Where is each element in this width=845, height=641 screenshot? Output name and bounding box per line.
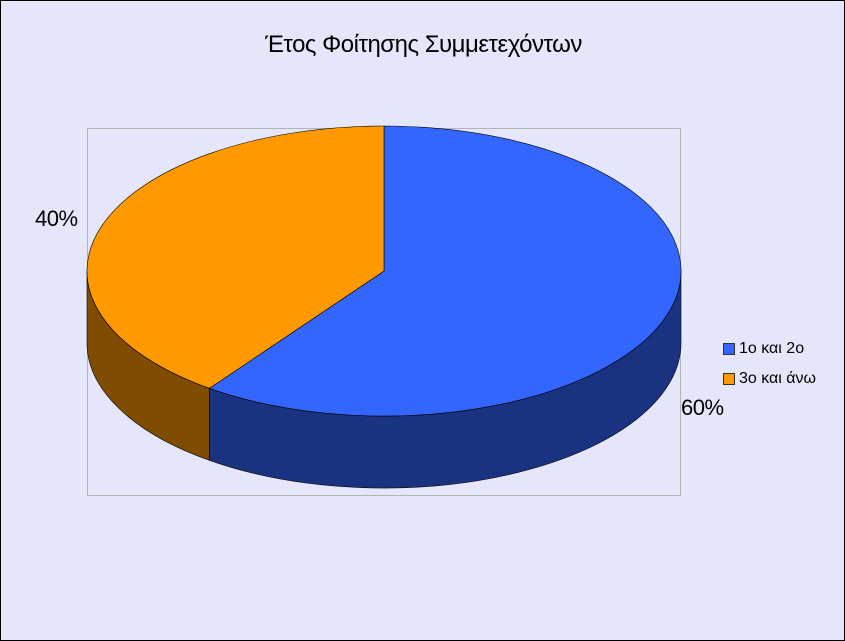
legend-swatch-1o-kai-2o: [723, 343, 735, 355]
legend-swatch-3o-kai-ano: [723, 373, 735, 385]
legend: 1ο και 2ο 3ο και άνω: [723, 334, 844, 394]
legend-item-3o-kai-ano: 3ο και άνω: [723, 364, 844, 394]
data-label-1o-kai-2o: 60%: [681, 395, 724, 420]
data-label-3o-kai-ano: 40%: [35, 206, 78, 231]
legend-label-1o-kai-2o: 1ο και 2ο: [739, 340, 805, 357]
pie-slice-3o-kai-ano: [86, 125, 385, 389]
chart-title: Έτος Φοίτησης Συμμετεχόντων: [265, 31, 582, 58]
legend-item-1o-kai-2o: 1ο και 2ο: [723, 334, 844, 364]
pie-slice-1o-kai-2o: [208, 125, 682, 417]
legend-label-3o-kai-ano: 3ο και άνω: [739, 370, 817, 387]
